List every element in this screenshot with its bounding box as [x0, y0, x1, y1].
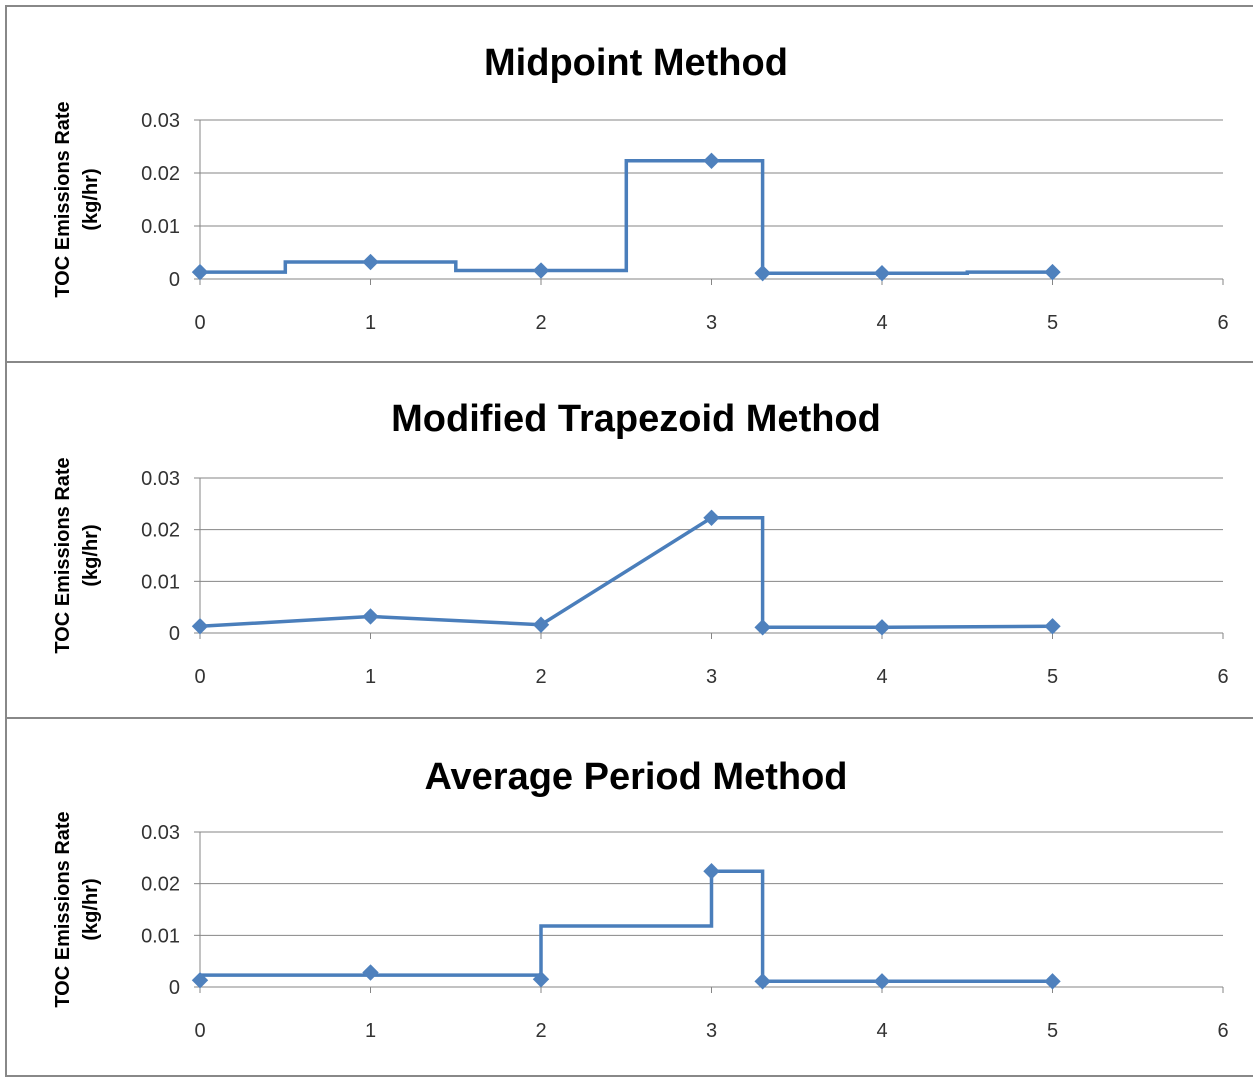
data-point-marker	[754, 264, 771, 282]
y-tick-label: 0	[169, 269, 180, 291]
x-tick-label: 2	[535, 666, 546, 688]
chart-panel-3: Average Period Method TOC Emissions Rate (…	[5, 717, 1253, 1077]
data-point-marker	[873, 264, 891, 282]
y-tick-label: 0.02	[141, 520, 180, 542]
data-point-marker	[362, 608, 379, 625]
data-point-marker	[191, 618, 209, 635]
x-tick-label: 0	[194, 666, 205, 688]
y-axis-unit-label: (kg/hr)	[80, 878, 102, 940]
y-tick-label: 0	[169, 623, 180, 645]
series-line	[200, 159, 1053, 275]
data-point-marker	[873, 973, 891, 990]
x-tick-label: 0	[194, 1020, 205, 1042]
y-tick-label: 0.01	[141, 571, 180, 593]
data-point-marker	[703, 509, 720, 526]
y-axis-unit-label: (kg/hr)	[80, 524, 102, 586]
x-tick-label: 4	[876, 666, 887, 688]
chart-panel-1: Midpoint Method TOC Emissions Rate (kg/hr)…	[5, 5, 1253, 363]
chart-modified-trapezoid-method: Modified Trapezoid Method TOC Emissions R…	[52, 398, 1229, 688]
chart-midpoint-method: Midpoint Method TOC Emissions Rate (kg/hr)…	[52, 42, 1229, 334]
data-point-marker	[754, 973, 771, 990]
data-point-marker	[703, 863, 720, 880]
x-tick-label: 2	[535, 312, 546, 334]
data-point-marker	[1044, 263, 1061, 281]
x-tick-label: 5	[1047, 312, 1058, 334]
x-tick-label: 1	[365, 1020, 376, 1042]
data-point-marker	[754, 619, 771, 636]
x-tick-label: 3	[706, 1020, 717, 1042]
data-point-marker	[191, 263, 209, 281]
x-tick-label: 0	[194, 312, 205, 334]
data-point-marker	[1044, 618, 1061, 635]
y-tick-label: 0.03	[141, 110, 180, 132]
x-tick-label: 1	[365, 312, 376, 334]
x-tick-label: 2	[535, 1020, 546, 1042]
chart-title: Modified Trapezoid Method	[391, 398, 881, 440]
y-tick-label: 0	[169, 977, 180, 999]
data-point-marker	[362, 253, 379, 271]
data-point-marker	[703, 152, 720, 170]
data-point-marker	[873, 619, 891, 636]
x-tick-label: 3	[706, 312, 717, 334]
y-tick-label: 0.01	[141, 216, 180, 238]
x-tick-label: 6	[1217, 1020, 1228, 1042]
series-line	[199, 516, 1053, 630]
x-tick-label: 6	[1217, 312, 1228, 334]
y-tick-label: 0.03	[141, 468, 180, 490]
series-line	[200, 869, 1053, 984]
y-tick-label: 0.02	[141, 874, 180, 896]
data-point-marker	[191, 972, 209, 989]
y-axis-label: TOC Emissions Rate	[52, 811, 74, 1007]
y-tick-label: 0.03	[141, 822, 180, 844]
chart-average-period-method: Average Period Method TOC Emissions Rate (…	[52, 756, 1229, 1042]
chart-title: Average Period Method	[424, 756, 847, 798]
data-point-marker	[362, 964, 379, 981]
x-tick-label: 6	[1217, 666, 1228, 688]
data-point-marker	[532, 971, 550, 988]
data-point-marker	[532, 616, 550, 633]
x-tick-label: 5	[1047, 1020, 1058, 1042]
x-tick-label: 4	[876, 1020, 887, 1042]
y-axis-unit-label: (kg/hr)	[80, 168, 102, 230]
y-axis-label: TOC Emissions Rate	[52, 101, 74, 297]
data-point-marker	[1044, 973, 1061, 990]
y-tick-label: 0.01	[141, 925, 180, 947]
x-tick-label: 5	[1047, 666, 1058, 688]
x-tick-label: 3	[706, 666, 717, 688]
chart-title: Midpoint Method	[484, 42, 788, 84]
y-tick-label: 0.02	[141, 163, 180, 185]
chart-panel-2: Modified Trapezoid Method TOC Emissions R…	[5, 361, 1253, 719]
x-tick-label: 4	[876, 312, 887, 334]
y-axis-label: TOC Emissions Rate	[52, 457, 74, 653]
x-tick-label: 1	[365, 666, 376, 688]
data-point-marker	[532, 262, 550, 279]
